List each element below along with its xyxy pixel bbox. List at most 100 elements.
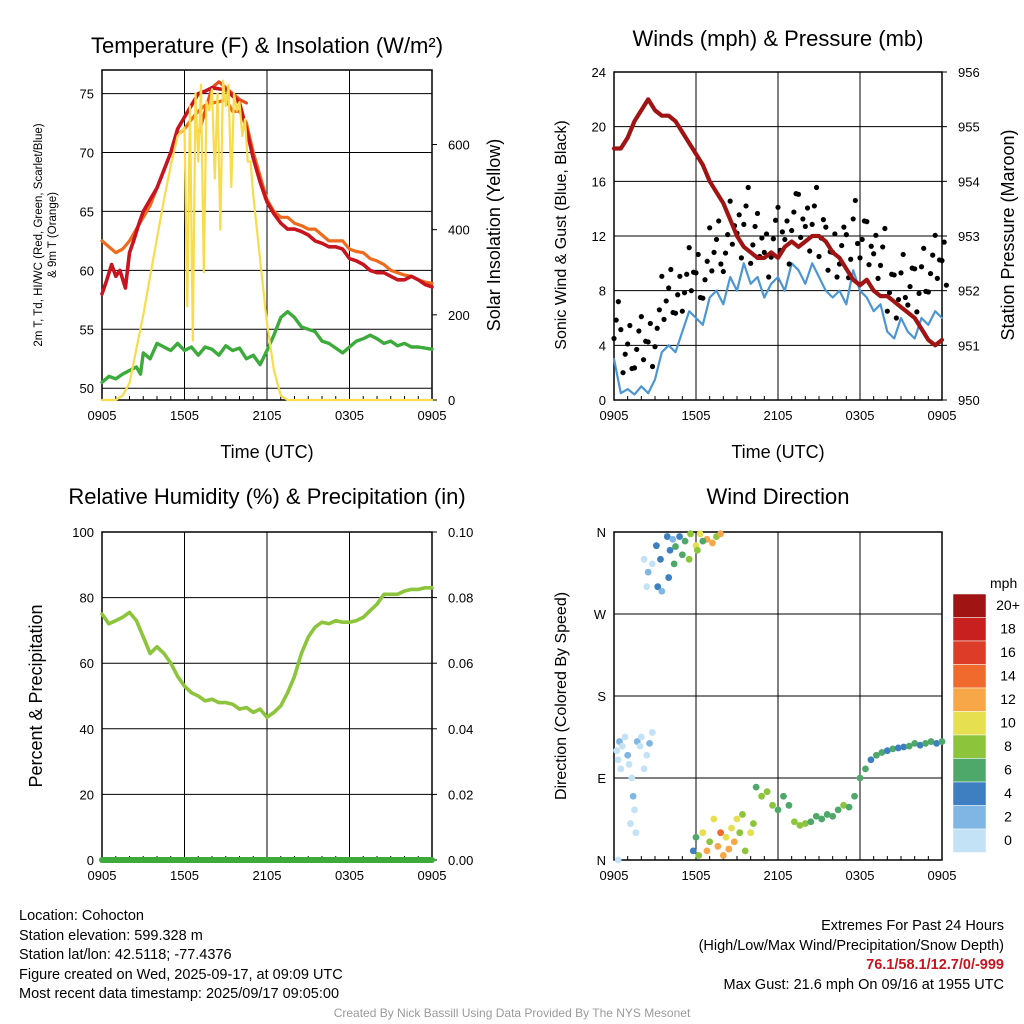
direction-point [672,543,679,550]
direction-point [867,756,875,764]
direction-point [894,744,902,752]
extremes-title: Extremes For Past 24 Hours [821,918,1004,934]
gust-point [661,316,667,322]
direction-point [689,847,697,855]
gust-point [843,232,849,238]
gust-point [620,370,626,376]
gust-point [640,357,647,363]
x-tick-label: 0305 [846,408,875,423]
y-tick-label: 60 [80,656,94,671]
direction-point [614,756,622,764]
humidity-panel-title: Relative Humidity (%) & Precipitation (i… [68,484,465,509]
gust-point [659,273,665,279]
gust-point [900,251,906,258]
gust-point [636,328,642,334]
gust-point [679,308,685,314]
direction-point [916,741,924,749]
gust-point [718,261,724,267]
direction-point [687,530,694,538]
colorbar-swatch [952,734,987,759]
x-tick-label: 2105 [764,408,793,423]
gust-point [798,234,804,240]
gust-point [743,203,749,209]
direction-point [758,792,765,800]
colorbar-label: 16 [1000,644,1016,660]
direction-point [624,751,632,759]
direction-point [663,533,671,540]
direction-point [900,743,908,751]
gust-point [729,241,735,247]
direction-point [801,820,809,827]
direction-point [666,546,674,554]
temperature-x-axis-label: Time (UTC) [220,442,313,462]
direction-point [709,539,716,547]
gust-point [834,274,840,280]
gust-point [884,308,890,314]
direction-point [739,811,746,818]
y2-tick-label: 0 [448,393,455,408]
gust-point [943,282,949,288]
plot-frame [101,69,433,401]
direction-point [922,739,929,747]
y-tick-label: N [597,853,606,868]
direction-point [878,749,886,756]
direction-point [644,568,652,576]
gust-point [649,363,656,370]
direction-point [834,806,842,814]
y-tick-label: 20 [80,787,94,802]
rh-series-line [100,585,434,720]
gust-point [852,197,858,204]
gust-point [763,231,770,237]
x-tick-label: 0905 [418,408,447,423]
gust-point [663,298,669,304]
direction-point [614,856,622,864]
x-tick-label: 2105 [253,408,282,423]
direction-point [692,833,700,841]
direction-point [722,833,730,841]
gust-point [611,335,617,342]
dewpoint-series-line [100,309,434,384]
y2-tick-label: 0.10 [448,525,473,540]
gust-point [820,217,826,223]
direction-point [856,774,864,782]
x-tick-label: 0905 [928,408,957,423]
direction-point [669,535,677,543]
direction-point [646,739,653,747]
gust-point [700,295,706,301]
y-tick-label: 60 [80,263,94,278]
direction-point [829,812,837,820]
gust-point [672,310,679,316]
gust-point [652,344,658,350]
direction-point [763,788,771,796]
gust-point [634,346,640,353]
gust-point [745,184,751,191]
direction-point [889,745,897,753]
direction-point [862,765,869,773]
y2-tick-label: 600 [448,138,470,153]
colorbar-swatch [952,828,987,853]
direction-point [823,811,831,818]
direction-point [706,838,714,846]
colorbar-swatch [952,781,987,806]
gust-point [779,229,785,235]
plot-frame [613,531,943,861]
direction-point [695,852,703,859]
direction-point [752,783,760,791]
credit-text: Created By Nick Bassill Using Data Provi… [333,1006,691,1020]
x-tick-label: 0905 [418,868,447,883]
y2-tick-label: 400 [448,223,470,238]
colorbar-label: 12 [1000,691,1016,707]
gust-point [832,231,838,237]
gust-point [816,253,822,260]
y2-tick-label: 951 [958,338,980,353]
winds-panel-title: Winds (mph) & Pressure (mb) [633,26,924,51]
gust-point [770,236,776,242]
direction-point [625,760,633,768]
direction-point [627,820,634,827]
gust-point [666,285,672,291]
y-tick-label: 24 [592,65,606,80]
gust-point [809,221,815,227]
gust-point [786,261,792,267]
gust-point [713,236,720,243]
